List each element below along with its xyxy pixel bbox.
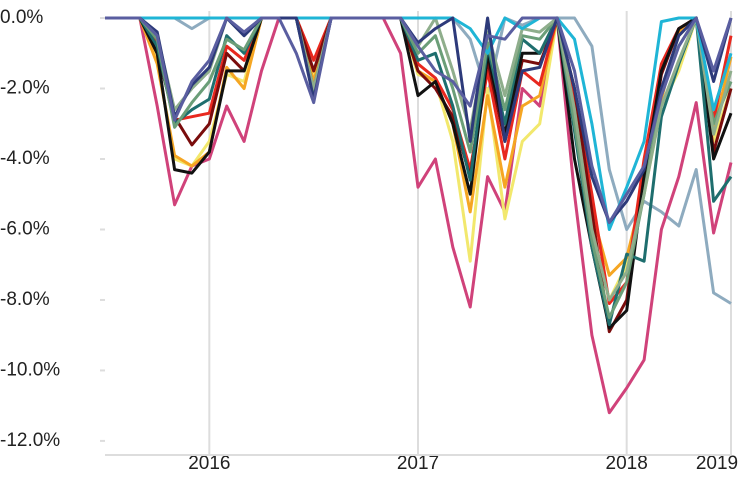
y-tick-label: -6.0%	[0, 218, 50, 239]
y-tick-label: -12.0%	[0, 430, 60, 451]
line	[105, 16, 733, 224]
x-tick-label: 2016	[188, 453, 230, 474]
x-tick-label: 2017	[397, 453, 439, 474]
y-tick-label: -10.0%	[0, 359, 60, 380]
line	[105, 16, 733, 231]
line	[105, 16, 733, 302]
y-tick-label: -8.0%	[0, 289, 50, 310]
x-tick-label: 2019	[696, 453, 738, 474]
line	[105, 16, 733, 415]
line	[105, 16, 733, 320]
line	[105, 16, 733, 224]
y-tick-label: -4.0%	[0, 148, 50, 169]
line	[105, 16, 733, 330]
y-tick-label: -2.0%	[0, 78, 50, 99]
y-tick-label: 0.0%	[0, 7, 43, 28]
x-tick-label: 2018	[606, 453, 648, 474]
line	[105, 16, 733, 327]
